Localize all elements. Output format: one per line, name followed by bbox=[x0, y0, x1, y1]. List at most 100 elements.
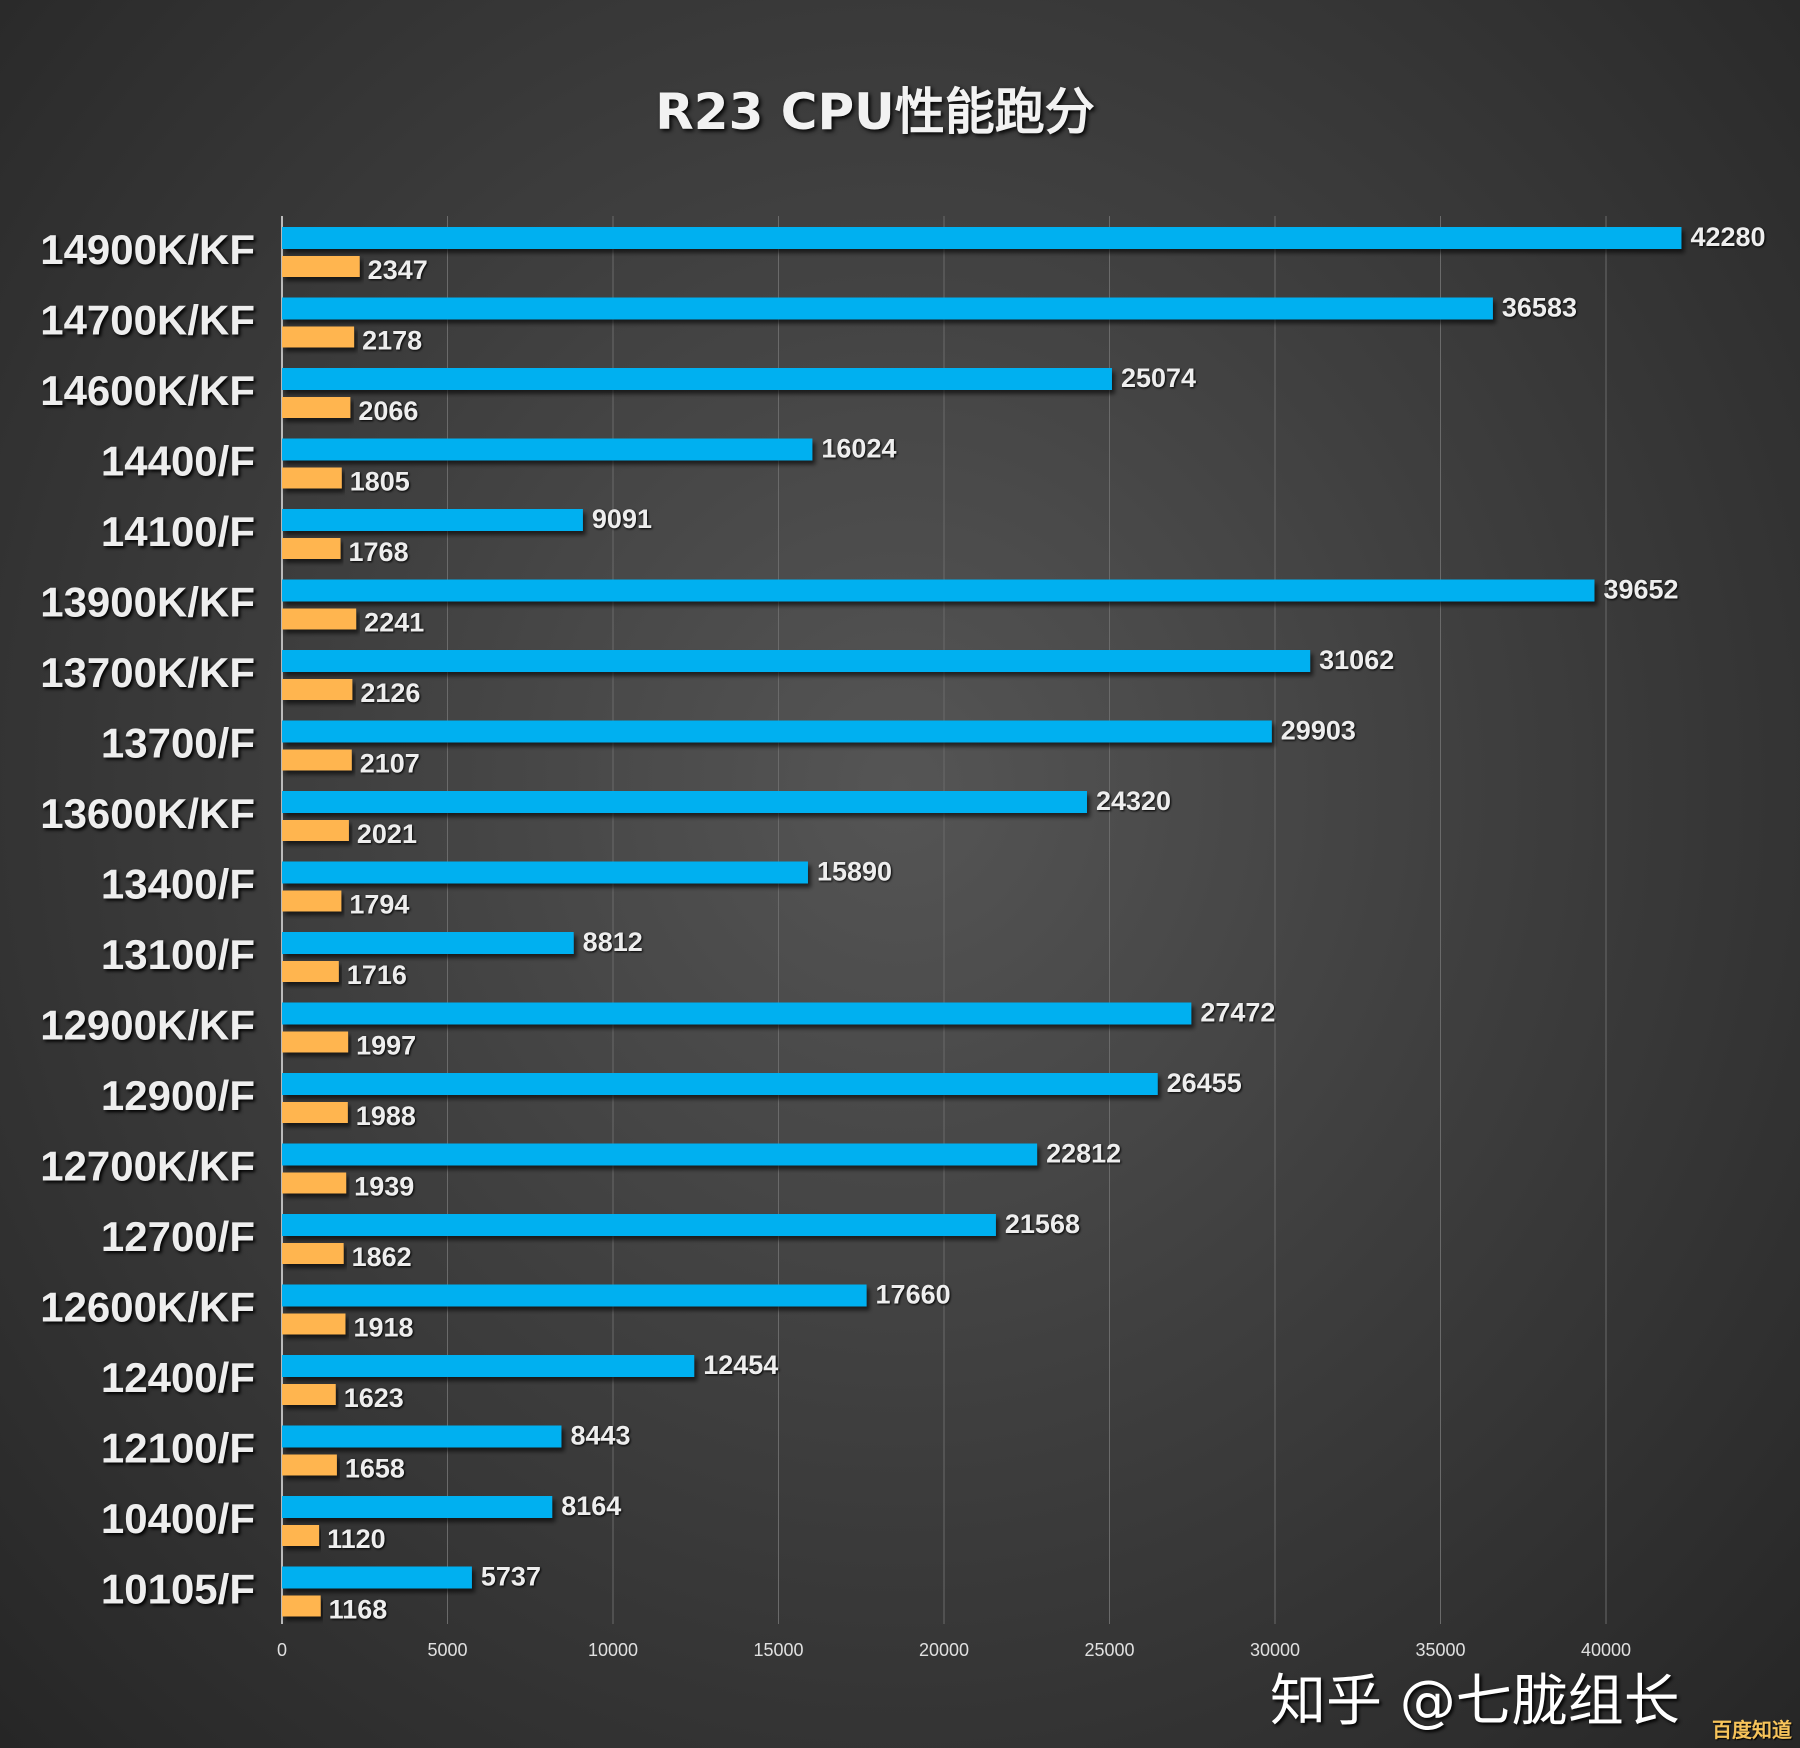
category-label: 13600K/KF bbox=[40, 790, 255, 837]
data-label: 26455 bbox=[1167, 1068, 1242, 1098]
bar-multi-core bbox=[282, 1496, 553, 1518]
bar-multi-core bbox=[282, 1002, 1192, 1025]
data-label: 1997 bbox=[356, 1031, 416, 1061]
data-label: 27472 bbox=[1200, 998, 1275, 1028]
data-label: 1805 bbox=[350, 467, 410, 497]
data-label: 21568 bbox=[1005, 1209, 1080, 1239]
bar-single-core bbox=[282, 820, 349, 841]
data-label: 1988 bbox=[356, 1101, 416, 1131]
data-label: 1918 bbox=[353, 1313, 413, 1343]
x-tick-label: 35000 bbox=[1415, 1640, 1465, 1660]
category-label: 12600K/KF bbox=[40, 1284, 255, 1331]
data-label: 2241 bbox=[364, 608, 424, 638]
data-label: 16024 bbox=[821, 434, 896, 464]
data-label: 2021 bbox=[357, 819, 417, 849]
category-label: 12100/F bbox=[101, 1425, 255, 1472]
bar-multi-core bbox=[282, 438, 813, 461]
data-label: 2107 bbox=[360, 749, 420, 779]
bar-multi-core bbox=[282, 861, 808, 884]
bar-single-core bbox=[282, 749, 352, 771]
category-label: 14700K/KF bbox=[40, 297, 255, 344]
category-label: 13100/F bbox=[101, 931, 255, 978]
bar-multi-core bbox=[282, 1214, 996, 1236]
category-label: 14600K/KF bbox=[40, 367, 255, 414]
bar-single-core bbox=[282, 1172, 347, 1194]
category-label: 14100/F bbox=[101, 508, 255, 555]
data-label: 1658 bbox=[345, 1454, 405, 1484]
data-label: 42280 bbox=[1690, 222, 1765, 252]
data-label: 25074 bbox=[1121, 363, 1196, 393]
data-label: 1794 bbox=[349, 890, 409, 920]
bar-multi-core bbox=[282, 720, 1272, 743]
bar-single-core bbox=[282, 890, 342, 912]
data-label: 15890 bbox=[817, 857, 892, 887]
bar-single-core bbox=[282, 1525, 320, 1546]
bar-multi-core bbox=[282, 509, 583, 531]
x-tick-label: 5000 bbox=[427, 1640, 467, 1660]
x-tick-label: 30000 bbox=[1250, 1640, 1300, 1660]
bar-single-core bbox=[282, 608, 357, 630]
bar-single-core bbox=[282, 679, 353, 700]
bar-multi-core bbox=[282, 227, 1682, 249]
bar-multi-core bbox=[282, 1143, 1038, 1166]
x-tick-label: 40000 bbox=[1581, 1640, 1631, 1660]
category-label: 13700/F bbox=[101, 720, 255, 767]
data-label: 12454 bbox=[703, 1350, 778, 1380]
bar-multi-core bbox=[282, 1566, 472, 1589]
bar-multi-core bbox=[282, 791, 1087, 813]
bar-single-core bbox=[282, 1454, 337, 1476]
x-tick-label: 20000 bbox=[919, 1640, 969, 1660]
category-label: 10400/F bbox=[101, 1495, 255, 1542]
x-tick-label: 25000 bbox=[1084, 1640, 1134, 1660]
data-label: 1716 bbox=[347, 960, 407, 990]
bar-multi-core bbox=[282, 1355, 695, 1377]
watermark: 知乎 @七胧组长 bbox=[1270, 1669, 1680, 1734]
bar-multi-core bbox=[282, 1284, 867, 1307]
bar-single-core bbox=[282, 1384, 336, 1405]
x-tick-label: 0 bbox=[277, 1640, 287, 1660]
data-label: 31062 bbox=[1319, 645, 1394, 675]
bar-multi-core bbox=[282, 1073, 1158, 1095]
chart-title: R23 CPU性能跑分 bbox=[655, 83, 1095, 141]
data-label: 1939 bbox=[354, 1172, 414, 1202]
data-label: 9091 bbox=[592, 504, 652, 534]
bar-single-core bbox=[282, 467, 342, 489]
category-label: 12700/F bbox=[101, 1213, 255, 1260]
data-label: 17660 bbox=[876, 1280, 951, 1310]
bar-multi-core bbox=[282, 932, 574, 954]
bar-single-core bbox=[282, 961, 339, 982]
data-label: 1768 bbox=[349, 537, 409, 567]
category-label: 13900K/KF bbox=[40, 579, 255, 626]
bar-single-core bbox=[282, 326, 355, 348]
logo-baidu-zhidao: 百度知道 bbox=[1712, 1718, 1792, 1742]
data-label: 1862 bbox=[352, 1242, 412, 1272]
bar-single-core bbox=[282, 256, 360, 277]
data-label: 2066 bbox=[358, 396, 418, 426]
data-label: 2178 bbox=[362, 326, 422, 356]
data-label: 39652 bbox=[1603, 575, 1678, 605]
data-label: 2126 bbox=[360, 678, 420, 708]
category-label: 12400/F bbox=[101, 1354, 255, 1401]
bar-multi-core bbox=[282, 650, 1311, 672]
bar-multi-core bbox=[282, 579, 1595, 602]
category-label: 12900K/KF bbox=[40, 1002, 255, 1049]
category-label: 13400/F bbox=[101, 861, 255, 908]
category-label: 10105/F bbox=[101, 1566, 255, 1613]
category-label: 13700K/KF bbox=[40, 649, 255, 696]
data-label: 8443 bbox=[570, 1421, 630, 1451]
x-tick-label: 10000 bbox=[588, 1640, 638, 1660]
data-label: 8812 bbox=[583, 927, 643, 957]
x-tick-label: 15000 bbox=[753, 1640, 803, 1660]
category-label: 12900/F bbox=[101, 1072, 255, 1119]
data-label: 24320 bbox=[1096, 786, 1171, 816]
bar-single-core bbox=[282, 397, 351, 418]
data-label: 1168 bbox=[329, 1595, 388, 1625]
bar-single-core bbox=[282, 1102, 348, 1123]
bar-single-core bbox=[282, 538, 341, 559]
bar-single-core bbox=[282, 1031, 349, 1053]
data-label: 1623 bbox=[344, 1383, 404, 1413]
bar-multi-core bbox=[282, 1425, 562, 1448]
bar-single-core bbox=[282, 1243, 344, 1264]
data-label: 36583 bbox=[1502, 293, 1577, 323]
data-label: 5737 bbox=[481, 1562, 541, 1592]
